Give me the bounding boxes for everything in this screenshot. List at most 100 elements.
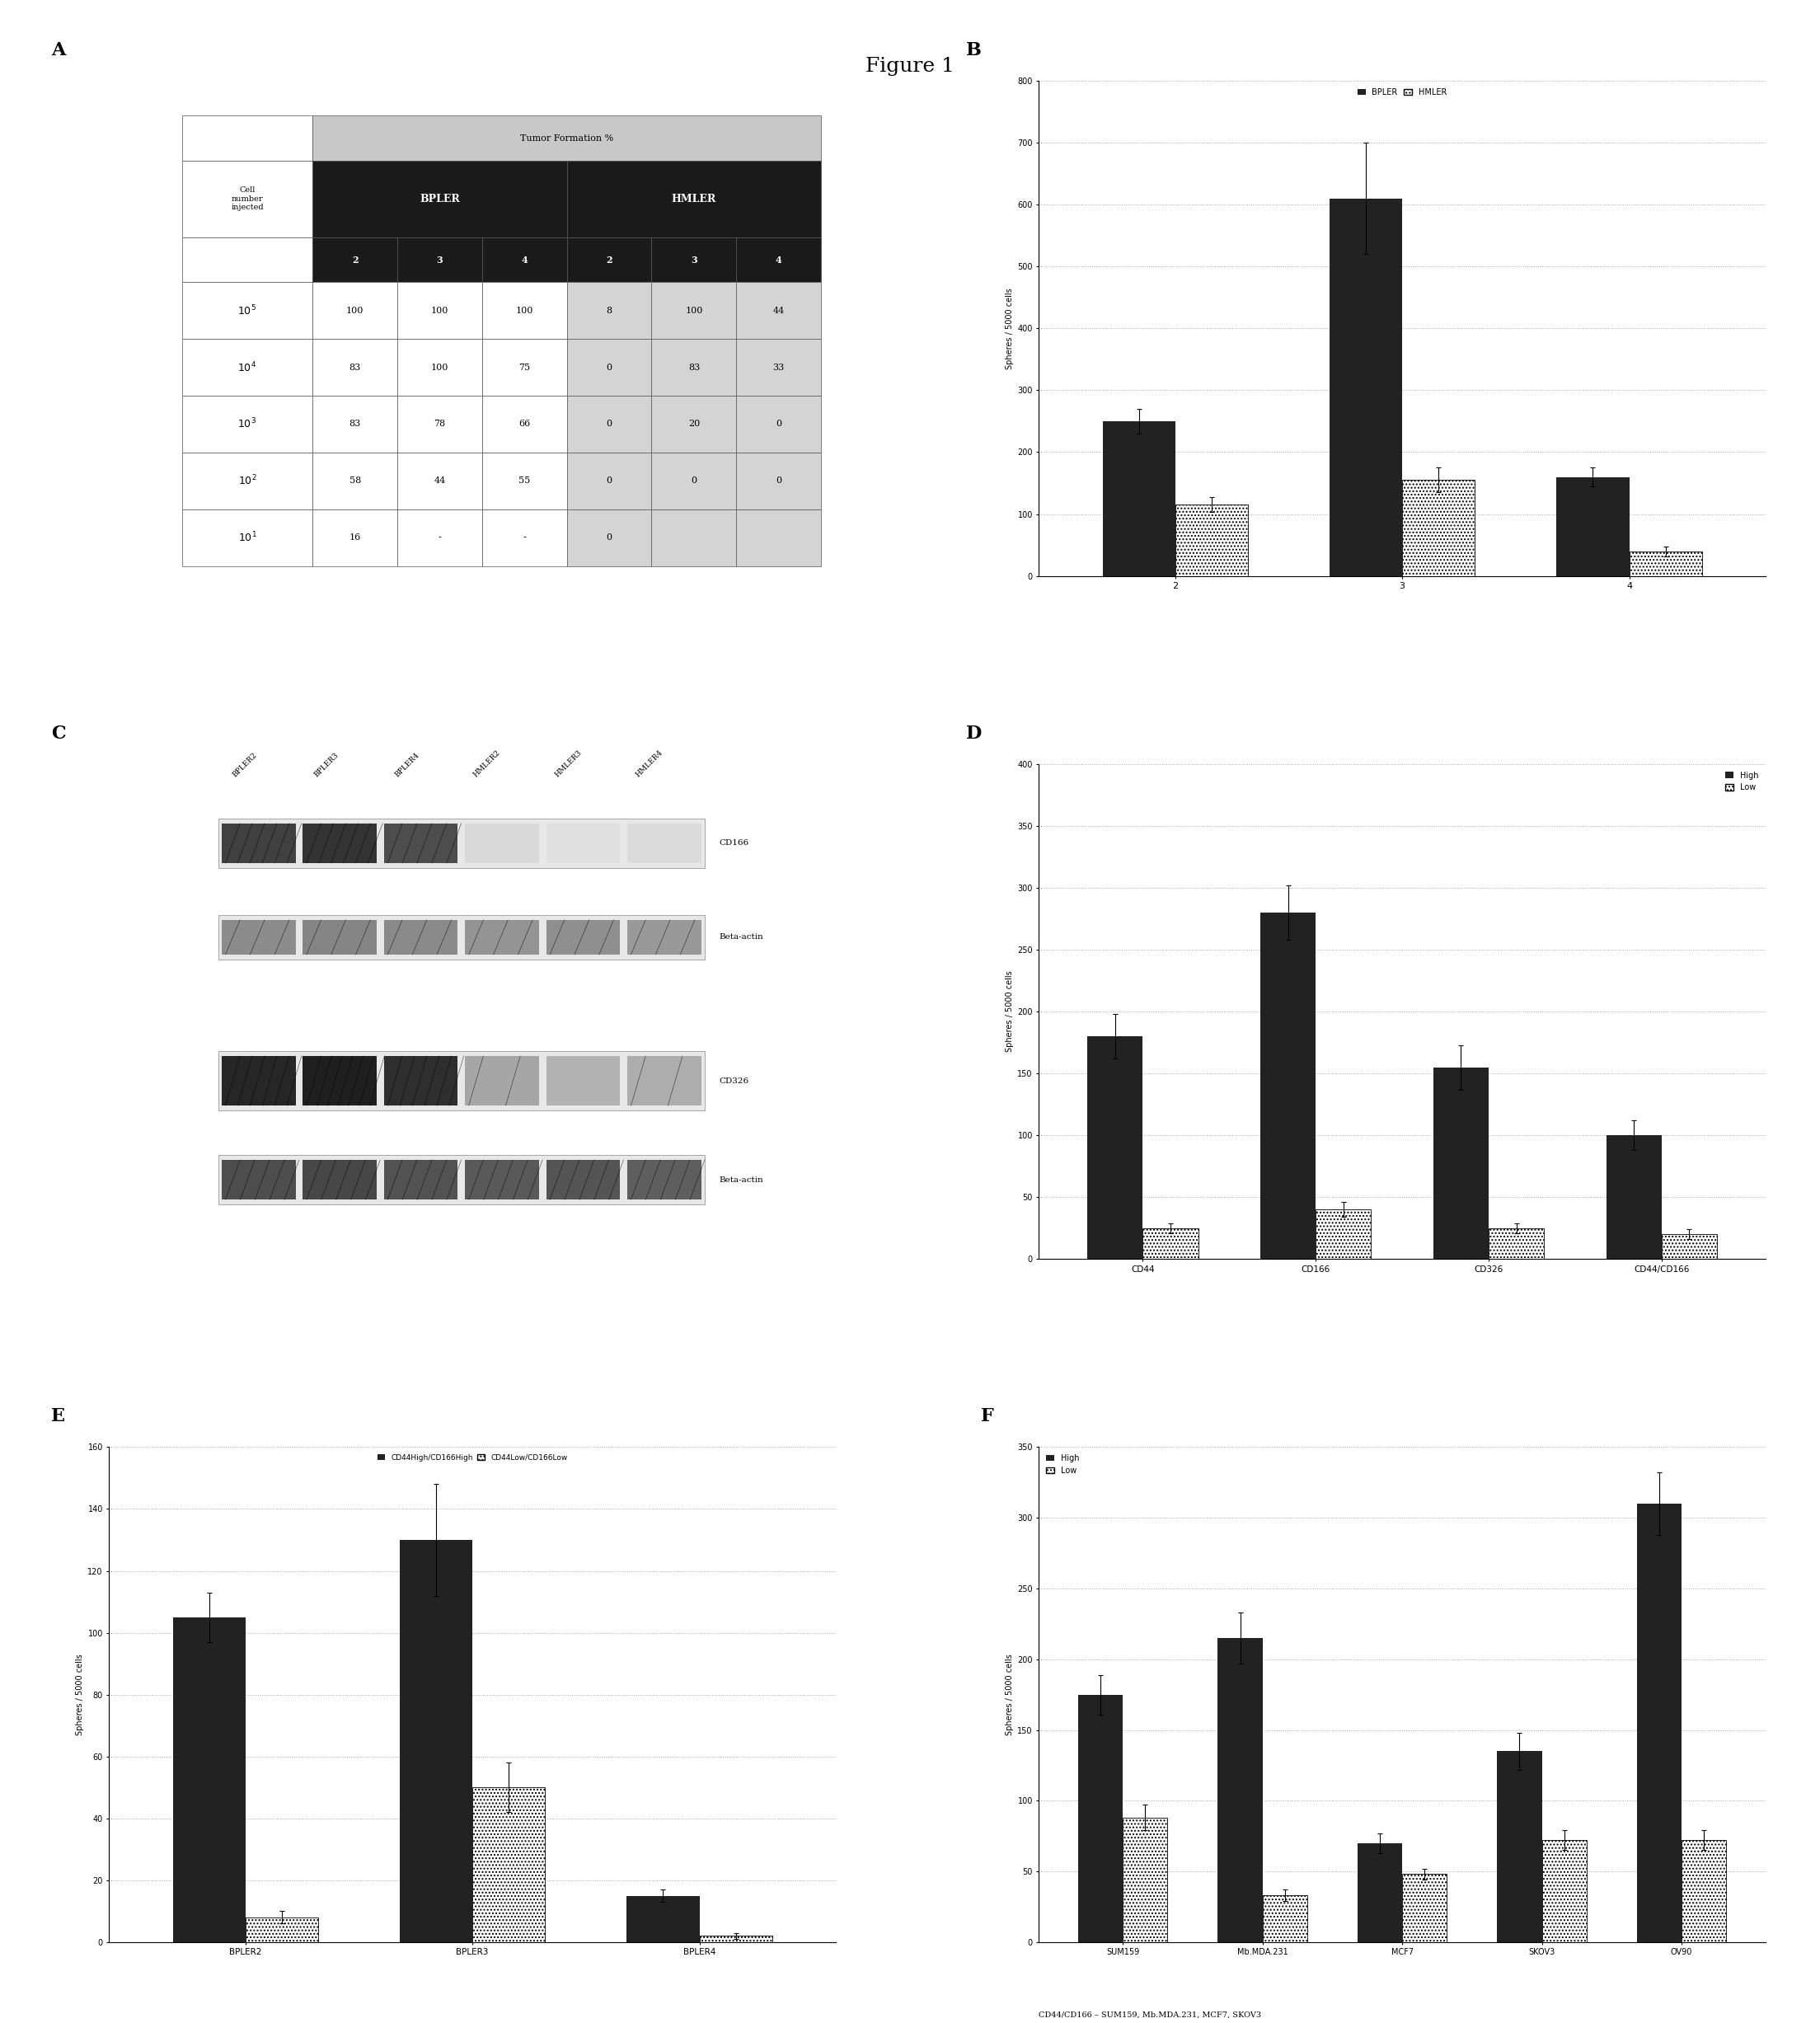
Bar xyxy=(222,823,295,864)
Bar xyxy=(652,340,737,397)
Bar xyxy=(566,453,652,510)
Bar xyxy=(222,1159,295,1200)
Bar xyxy=(1143,1228,1198,1258)
Bar xyxy=(182,397,313,453)
Text: 58: 58 xyxy=(349,477,360,486)
Text: 44: 44 xyxy=(774,307,784,316)
Bar xyxy=(1636,1503,1682,1942)
Bar xyxy=(546,823,621,864)
Bar xyxy=(737,237,821,283)
Text: 78: 78 xyxy=(433,421,446,429)
Bar xyxy=(1489,1228,1543,1258)
Bar xyxy=(482,283,566,340)
Bar xyxy=(1358,1843,1401,1942)
Text: 44: 44 xyxy=(433,477,446,486)
Bar xyxy=(566,510,652,566)
Bar xyxy=(384,823,459,864)
Bar xyxy=(466,1159,539,1200)
Bar xyxy=(182,115,313,160)
Bar xyxy=(218,1052,704,1111)
Text: 4: 4 xyxy=(521,255,528,265)
Bar xyxy=(628,1159,701,1200)
Text: HMLER: HMLER xyxy=(672,194,717,204)
Text: 100: 100 xyxy=(346,307,364,316)
Bar xyxy=(1330,198,1401,577)
Bar xyxy=(1498,1752,1542,1942)
Bar xyxy=(222,920,295,955)
Text: 100: 100 xyxy=(431,364,448,372)
Text: F: F xyxy=(981,1408,994,1426)
Bar xyxy=(218,1155,704,1204)
Bar xyxy=(566,283,652,340)
Text: HMLER3: HMLER3 xyxy=(553,749,582,779)
Bar xyxy=(182,340,313,397)
Bar xyxy=(218,819,704,868)
Text: 0: 0 xyxy=(775,421,781,429)
Bar xyxy=(737,283,821,340)
Bar xyxy=(466,1056,539,1105)
Bar xyxy=(302,1056,377,1105)
Legend: BPLER, HMLER: BPLER, HMLER xyxy=(1354,85,1451,99)
Bar xyxy=(482,453,566,510)
Bar xyxy=(1607,1135,1662,1258)
Bar xyxy=(246,1918,318,1942)
Bar xyxy=(384,1056,459,1105)
Text: HMLER4: HMLER4 xyxy=(635,749,664,779)
Text: BPLER: BPLER xyxy=(420,194,460,204)
Bar xyxy=(313,397,397,453)
Bar xyxy=(626,1896,699,1942)
Bar xyxy=(1401,1873,1447,1942)
Text: 3: 3 xyxy=(692,255,697,265)
Text: 4: 4 xyxy=(775,255,783,265)
Text: $10^2$: $10^2$ xyxy=(238,473,257,488)
Text: CD44/CD166 – SUM159, Mb.MDA.231, MCF7, SKOV3: CD44/CD166 – SUM159, Mb.MDA.231, MCF7, S… xyxy=(1039,2011,1261,2019)
Bar xyxy=(482,237,566,283)
Legend: High, Low: High, Low xyxy=(1043,1450,1083,1479)
Text: 33: 33 xyxy=(774,364,784,372)
Text: 0: 0 xyxy=(606,477,612,486)
Text: $10^4$: $10^4$ xyxy=(238,360,257,374)
Bar xyxy=(737,340,821,397)
Text: $10^3$: $10^3$ xyxy=(238,417,257,431)
Text: 55: 55 xyxy=(519,477,530,486)
Text: Figure 1: Figure 1 xyxy=(866,57,954,75)
Bar xyxy=(1263,1896,1307,1942)
Bar xyxy=(652,453,737,510)
Bar xyxy=(566,237,652,283)
Text: 2: 2 xyxy=(606,255,612,265)
Bar xyxy=(313,237,397,283)
Bar xyxy=(397,340,482,397)
Bar xyxy=(466,920,539,955)
Bar xyxy=(546,1159,621,1200)
Bar xyxy=(1434,1068,1489,1258)
Bar xyxy=(546,920,621,955)
Bar xyxy=(302,920,377,955)
Bar xyxy=(182,160,313,237)
Bar xyxy=(1123,1817,1167,1942)
Bar xyxy=(182,453,313,510)
Y-axis label: Spheres / 5000 cells: Spheres / 5000 cells xyxy=(1006,287,1014,368)
Text: 100: 100 xyxy=(431,307,448,316)
Text: HMLER2: HMLER2 xyxy=(471,749,502,779)
Bar xyxy=(1629,550,1702,577)
Text: 0: 0 xyxy=(606,364,612,372)
Bar xyxy=(473,1788,544,1942)
Bar xyxy=(652,397,737,453)
Bar xyxy=(628,1056,701,1105)
Bar xyxy=(628,920,701,955)
Bar xyxy=(1556,477,1629,577)
Bar xyxy=(1662,1234,1716,1258)
Bar xyxy=(737,397,821,453)
Legend: CD44High/CD166High, CD44Low/CD166Low: CD44High/CD166High, CD44Low/CD166Low xyxy=(375,1450,570,1465)
Bar xyxy=(397,283,482,340)
Text: 66: 66 xyxy=(519,421,530,429)
Text: BPLER4: BPLER4 xyxy=(393,751,420,779)
Bar xyxy=(1261,912,1316,1258)
Text: A: A xyxy=(51,40,66,59)
Bar xyxy=(397,453,482,510)
Text: Cell
number
injected: Cell number injected xyxy=(231,186,264,210)
Bar xyxy=(1218,1639,1263,1942)
Text: 75: 75 xyxy=(519,364,530,372)
Text: E: E xyxy=(51,1408,66,1426)
Text: D: D xyxy=(966,724,983,742)
